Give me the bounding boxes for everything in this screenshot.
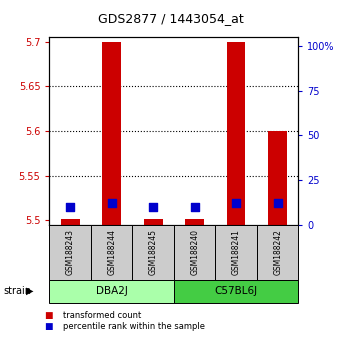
Bar: [268, 131, 287, 225]
Point: [192, 204, 197, 210]
Text: strain: strain: [3, 286, 31, 296]
Text: DBA2J: DBA2J: [96, 286, 128, 296]
Point: [275, 200, 280, 206]
Text: ■: ■: [44, 311, 53, 320]
Bar: [227, 42, 246, 225]
Bar: [61, 218, 79, 225]
Bar: [144, 218, 163, 225]
Text: GDS2877 / 1443054_at: GDS2877 / 1443054_at: [98, 12, 243, 25]
Bar: [102, 42, 121, 225]
Point: [150, 204, 156, 210]
Text: GSM188245: GSM188245: [149, 229, 158, 275]
Text: GSM188240: GSM188240: [190, 229, 199, 275]
Bar: [185, 218, 204, 225]
Point: [109, 200, 114, 206]
Text: transformed count: transformed count: [63, 311, 141, 320]
Text: GSM188244: GSM188244: [107, 229, 116, 275]
Text: C57BL6J: C57BL6J: [214, 286, 258, 296]
Text: percentile rank within the sample: percentile rank within the sample: [63, 322, 205, 331]
Point: [68, 204, 73, 210]
Text: ■: ■: [44, 322, 53, 331]
Text: ▶: ▶: [26, 286, 33, 296]
Text: GSM188241: GSM188241: [232, 229, 241, 275]
Point: [233, 200, 239, 206]
Text: GSM188243: GSM188243: [66, 229, 75, 275]
Text: GSM188242: GSM188242: [273, 229, 282, 275]
